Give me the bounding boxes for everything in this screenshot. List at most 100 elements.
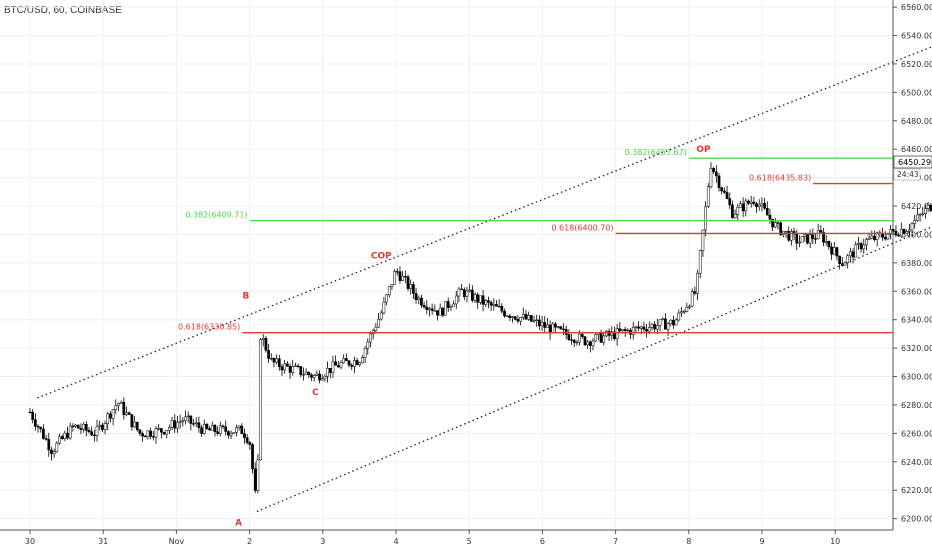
candle (256, 454, 260, 494)
candle (492, 298, 496, 311)
candle-body (342, 358, 346, 364)
candle (420, 294, 423, 308)
candle-body (465, 290, 469, 298)
candle-body (398, 271, 402, 281)
candle-body (307, 371, 311, 376)
candle (243, 428, 246, 444)
candle (111, 408, 115, 426)
candle (763, 197, 766, 210)
candle (819, 225, 823, 234)
candle-body (84, 423, 88, 431)
y-tick-label: 6500.00 (901, 88, 932, 97)
candle-body (186, 415, 190, 418)
candle (433, 304, 437, 312)
candle-body (76, 424, 80, 429)
candle-body (535, 319, 539, 321)
candle-body (355, 360, 359, 366)
candle (430, 303, 434, 316)
candle (224, 420, 228, 436)
candle-body (216, 431, 220, 434)
candle (377, 312, 380, 328)
candle-body (519, 317, 522, 322)
candle (119, 400, 123, 404)
candle (31, 409, 35, 424)
candle-body (580, 333, 584, 337)
candle (106, 411, 110, 431)
candle-body (98, 424, 102, 427)
candle-body (891, 229, 895, 232)
candle (235, 424, 238, 437)
candle (186, 411, 190, 423)
candle-body (280, 366, 284, 371)
candle-body (747, 200, 750, 204)
candle-body (157, 428, 161, 430)
candle-body (184, 416, 187, 421)
candle (591, 338, 595, 351)
candle-body (414, 293, 418, 300)
candle-body (755, 203, 758, 208)
candle-body (446, 301, 450, 308)
candle-body (71, 425, 75, 428)
candle-body (615, 328, 619, 340)
candle (521, 307, 525, 321)
candle (728, 192, 732, 210)
candle-body (283, 363, 287, 371)
candle-body (473, 294, 477, 301)
candle-body (516, 319, 520, 322)
candle (237, 425, 241, 431)
candle (744, 198, 748, 217)
candle-body (704, 206, 707, 231)
candle-body (720, 187, 724, 192)
candle (631, 321, 635, 340)
x-tick-label: Nov (169, 537, 185, 546)
candle (117, 402, 120, 412)
candle-body (921, 213, 925, 215)
candle-body (765, 208, 769, 216)
candle (192, 418, 195, 427)
candle (286, 361, 289, 367)
candle (44, 435, 48, 441)
candle-body (267, 350, 270, 359)
candle-body (213, 425, 217, 433)
candle (468, 283, 472, 293)
candle-body (873, 235, 876, 240)
candle (227, 430, 230, 439)
candle-body (910, 223, 914, 231)
candle-body (760, 203, 764, 206)
candle (838, 255, 841, 270)
candle-body (824, 241, 828, 243)
candle-body (170, 420, 174, 428)
candle (720, 186, 724, 195)
candle-body (248, 442, 252, 445)
candle (393, 269, 396, 285)
candle (613, 326, 616, 341)
candle (572, 338, 576, 347)
candle-body (433, 310, 437, 312)
candle (143, 434, 147, 438)
candle (513, 316, 517, 321)
candle-body (417, 297, 421, 300)
candle (157, 423, 161, 431)
candle-body (795, 233, 799, 244)
candle-body (382, 301, 386, 314)
fib-level-label: 0.618(6435.83) (749, 174, 811, 183)
candle (371, 328, 375, 340)
candle (28, 408, 32, 414)
candle (264, 335, 268, 353)
candle (39, 426, 43, 433)
candle (90, 426, 94, 436)
candle-body (714, 171, 718, 177)
candle (122, 397, 126, 420)
candle (731, 200, 734, 219)
candle-body (575, 341, 579, 344)
candle-body (409, 284, 413, 289)
candle-body (779, 222, 783, 236)
candle-body (312, 375, 316, 378)
candle (194, 417, 198, 428)
candle-body (728, 198, 732, 206)
candle (328, 368, 332, 379)
y-tick-label: 6220.00 (901, 486, 932, 495)
countdown-tag (893, 168, 921, 181)
candle-body (894, 230, 898, 236)
